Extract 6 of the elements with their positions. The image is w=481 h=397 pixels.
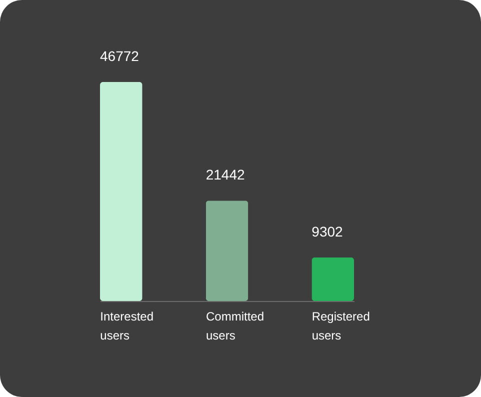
x-tick-label: Registered users (312, 310, 370, 342)
data-label: 46772 (100, 48, 140, 64)
data-label: 9302 (312, 223, 344, 240)
data-label: 21442 (206, 166, 245, 183)
x-tick-label: Interested users (100, 310, 154, 342)
x-tick-label: Committed users (206, 310, 264, 342)
